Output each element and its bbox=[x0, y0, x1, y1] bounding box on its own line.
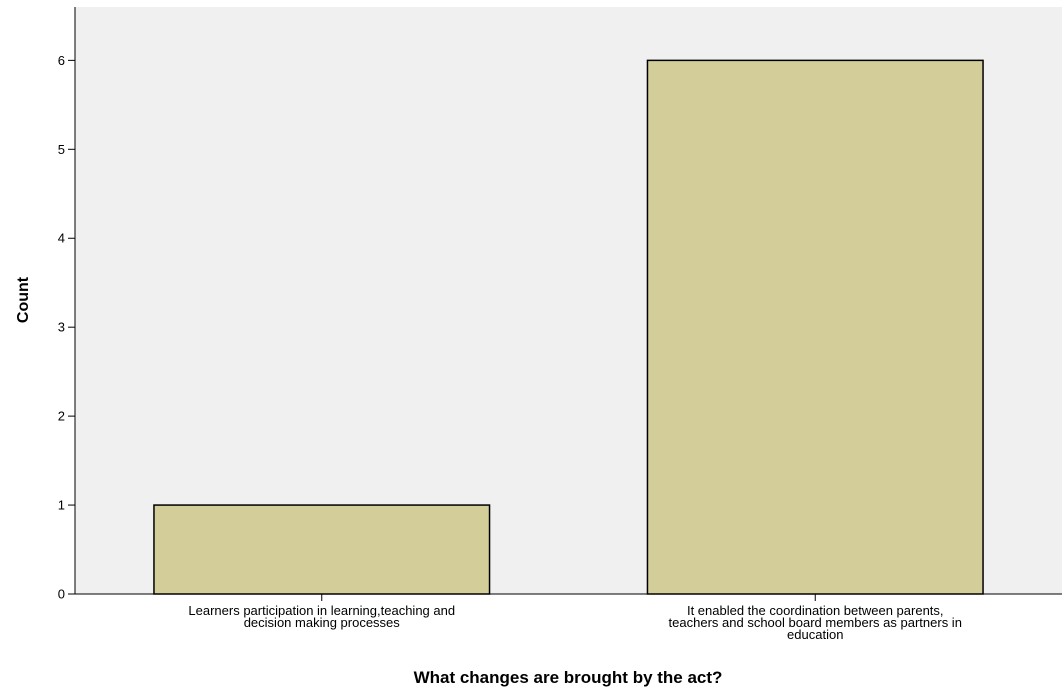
y-tick-label: 3 bbox=[58, 320, 65, 335]
x-tick-label-line: teachers and school board members as par… bbox=[669, 615, 962, 630]
x-ticks-group: Learners participation in learning,teach… bbox=[188, 594, 962, 642]
bar bbox=[153, 504, 491, 595]
y-tick-label: 2 bbox=[58, 409, 65, 424]
x-tick-label-line: decision making processes bbox=[244, 615, 401, 630]
x-tick-label-line: It enabled the coordination between pare… bbox=[687, 603, 944, 618]
bars-group bbox=[153, 59, 984, 595]
y-tick-label: 0 bbox=[58, 587, 65, 602]
y-tick-label: 6 bbox=[58, 53, 65, 68]
y-ticks-group: 0 1 2 3 4 5 6 bbox=[58, 53, 75, 602]
y-axis-title: Count bbox=[15, 276, 32, 323]
x-tick-label-line: Learners participation in learning,teach… bbox=[188, 603, 455, 618]
y-tick-label: 1 bbox=[58, 498, 65, 513]
x-tick-label: It enabled the coordination between pare… bbox=[669, 603, 962, 642]
y-tick-label: 4 bbox=[58, 231, 65, 246]
x-tick-label: Learners participation in learning,teach… bbox=[188, 603, 455, 630]
x-tick-label-line: education bbox=[787, 627, 843, 642]
bar bbox=[646, 59, 984, 595]
y-tick-label: 5 bbox=[58, 142, 65, 157]
x-axis-title: What changes are brought by the act? bbox=[414, 668, 723, 687]
